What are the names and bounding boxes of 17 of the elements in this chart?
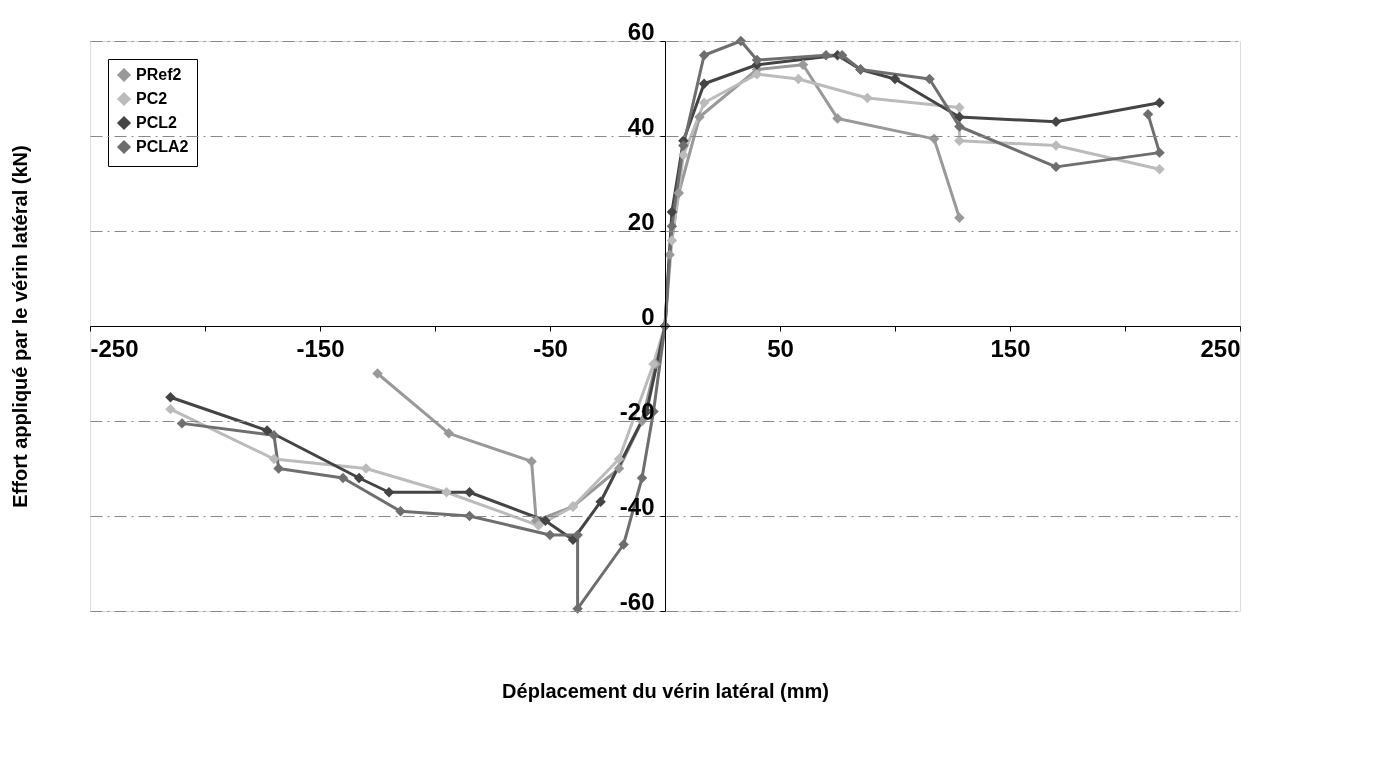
x-tick-label: -250 <box>90 334 139 362</box>
y-tick-label: 60 <box>627 17 655 45</box>
legend-label: PC2 <box>136 90 168 107</box>
x-tick-label: 250 <box>1200 334 1241 362</box>
y-tick-label: 0 <box>641 302 655 330</box>
legend-label: PRef2 <box>136 66 182 83</box>
legend-label: PCLA2 <box>136 138 189 155</box>
x-tick-label: 50 <box>767 334 794 362</box>
legend-label: PCL2 <box>136 114 177 131</box>
x-tick-label: -50 <box>533 334 568 362</box>
y-tick-label: 40 <box>627 112 655 140</box>
x-axis-title: Déplacement du vérin latéral (mm) <box>502 679 829 702</box>
y-tick-label: 20 <box>627 207 655 235</box>
x-tick-label: -150 <box>296 334 345 362</box>
y-tick-label: -60 <box>619 587 655 615</box>
x-tick-label: 150 <box>990 334 1031 362</box>
y-axis-title: Effort appliqué par le vérin latéral (kN) <box>8 145 31 508</box>
